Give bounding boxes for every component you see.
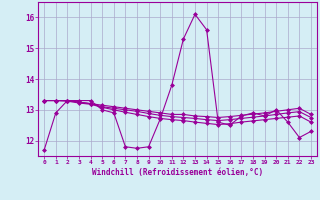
X-axis label: Windchill (Refroidissement éolien,°C): Windchill (Refroidissement éolien,°C) bbox=[92, 168, 263, 177]
